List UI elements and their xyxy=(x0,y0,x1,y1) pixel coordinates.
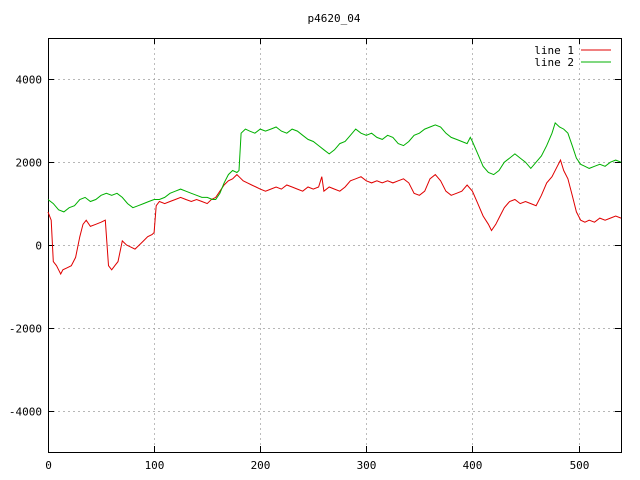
legend-label: line 2 xyxy=(534,56,574,69)
series-line-1 xyxy=(47,158,622,276)
y-tick-label: -2000 xyxy=(9,323,42,336)
chart-title: p4620_04 xyxy=(308,12,361,25)
legend-label: line 1 xyxy=(534,44,574,57)
series-line-2 xyxy=(47,121,622,213)
grid-lines xyxy=(48,38,621,452)
x-tick-label: 500 xyxy=(570,459,590,472)
x-tick-label: 300 xyxy=(357,459,377,472)
x-tick-label: 200 xyxy=(251,459,271,472)
x-tick-label: 400 xyxy=(463,459,483,472)
series-lines xyxy=(47,121,622,276)
y-tick-label: 2000 xyxy=(16,157,43,170)
x-tick-label: 0 xyxy=(45,459,52,472)
y-tick-label: 4000 xyxy=(16,74,43,87)
y-tick-label: -4000 xyxy=(9,406,42,419)
x-tick-label: 100 xyxy=(145,459,165,472)
axis-ticks: 0 100 200 300 400 500 -4000 -2000 0 2000 4000 xyxy=(9,38,621,472)
y-tick-label: 0 xyxy=(35,240,42,253)
